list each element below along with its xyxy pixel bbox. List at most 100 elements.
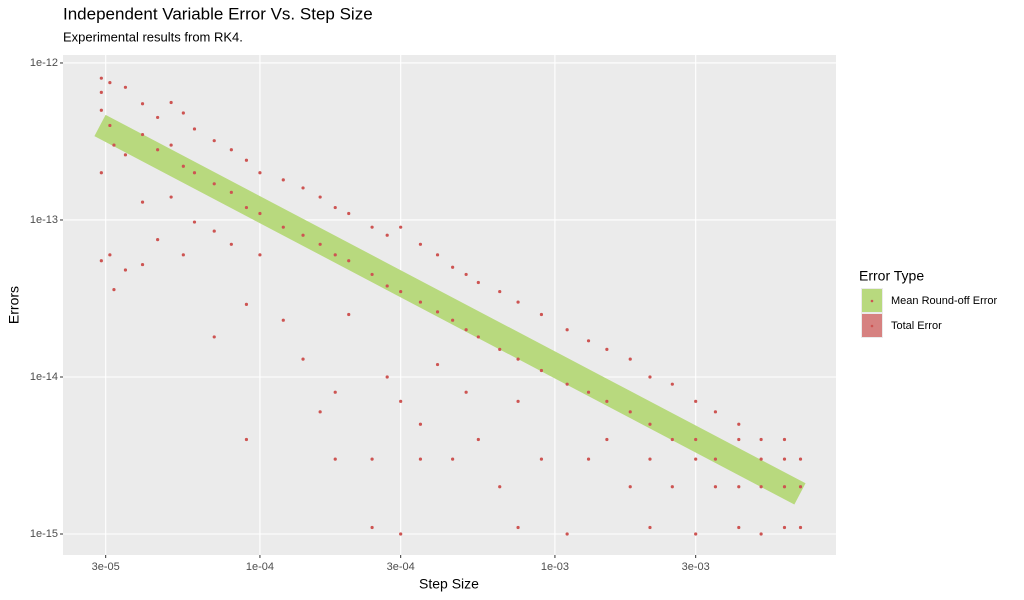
- point: [759, 437, 763, 442]
- point: [370, 272, 374, 277]
- y-tick-label: 1e-13: [30, 214, 58, 226]
- point: [192, 220, 197, 224]
- point: [301, 233, 305, 237]
- point: [694, 532, 698, 536]
- point: [451, 318, 455, 322]
- point: [258, 253, 262, 257]
- point: [586, 390, 591, 394]
- point: [586, 339, 591, 343]
- point: [498, 289, 502, 294]
- point: [140, 200, 145, 204]
- point: [670, 382, 674, 386]
- point: [301, 186, 305, 190]
- point: [539, 457, 544, 461]
- point: [516, 357, 520, 361]
- point: [648, 457, 652, 461]
- point: [648, 525, 652, 530]
- point: [605, 347, 609, 351]
- point: [192, 127, 197, 131]
- point: [212, 182, 216, 186]
- legend-label: Mean Round-off Error: [891, 295, 998, 307]
- point: [399, 532, 403, 536]
- point: [318, 242, 322, 246]
- point: [451, 457, 455, 461]
- point: [782, 525, 787, 530]
- point: [140, 262, 145, 267]
- point: [713, 485, 718, 489]
- point: [565, 328, 569, 332]
- legend-title: Error Type: [859, 268, 924, 284]
- point: [281, 178, 285, 182]
- point: [782, 437, 787, 442]
- legend-point: [870, 324, 874, 328]
- point: [605, 399, 609, 403]
- chart-title: Independent Variable Error Vs. Step Size: [63, 4, 373, 23]
- x-tick-label: 3e-05: [92, 561, 120, 573]
- point: [123, 268, 128, 272]
- point: [694, 399, 698, 403]
- point: [451, 265, 455, 269]
- point: [565, 532, 569, 536]
- point: [539, 368, 544, 373]
- point: [370, 525, 374, 530]
- y-tick-label: 1e-12: [30, 57, 58, 69]
- point: [192, 171, 197, 175]
- point: [464, 272, 468, 277]
- point: [464, 328, 468, 332]
- point: [318, 410, 322, 414]
- point: [333, 253, 337, 257]
- point: [498, 347, 502, 351]
- point: [333, 457, 337, 461]
- point: [370, 457, 374, 461]
- point: [140, 132, 145, 137]
- point: [648, 422, 652, 426]
- point: [798, 457, 803, 461]
- point: [385, 375, 389, 379]
- point: [759, 485, 763, 489]
- point: [99, 90, 103, 94]
- point: [112, 288, 116, 292]
- point: [476, 335, 480, 339]
- point: [301, 357, 305, 361]
- point: [418, 242, 423, 246]
- point: [123, 85, 128, 89]
- point: [694, 437, 698, 442]
- point: [212, 139, 216, 143]
- x-axis-label: Step Size: [419, 576, 479, 592]
- point: [539, 312, 544, 317]
- point: [229, 242, 233, 246]
- point: [123, 153, 128, 157]
- point: [385, 284, 389, 288]
- point: [418, 422, 423, 426]
- point: [798, 525, 803, 530]
- point: [181, 253, 185, 257]
- point: [258, 211, 262, 216]
- point: [737, 525, 741, 530]
- point: [516, 300, 520, 304]
- point: [244, 437, 249, 442]
- point: [399, 399, 403, 403]
- point: [318, 195, 322, 199]
- point: [713, 410, 718, 414]
- x-tick-label: 1e-04: [246, 561, 274, 573]
- point: [435, 253, 440, 257]
- point: [181, 164, 185, 168]
- point: [435, 310, 440, 314]
- point: [586, 457, 591, 461]
- point: [333, 205, 337, 210]
- point: [156, 148, 160, 152]
- point: [229, 148, 233, 152]
- point: [782, 485, 787, 489]
- point: [156, 115, 160, 120]
- point: [281, 225, 285, 229]
- x-tick-label: 1e-03: [541, 561, 569, 573]
- point: [418, 457, 423, 461]
- point: [347, 312, 351, 317]
- point: [713, 457, 718, 461]
- point: [108, 123, 112, 128]
- point: [169, 100, 173, 105]
- y-tick-label: 1e-15: [30, 528, 58, 540]
- point: [798, 485, 803, 489]
- legend-label: Total Error: [891, 320, 942, 332]
- point: [628, 357, 632, 361]
